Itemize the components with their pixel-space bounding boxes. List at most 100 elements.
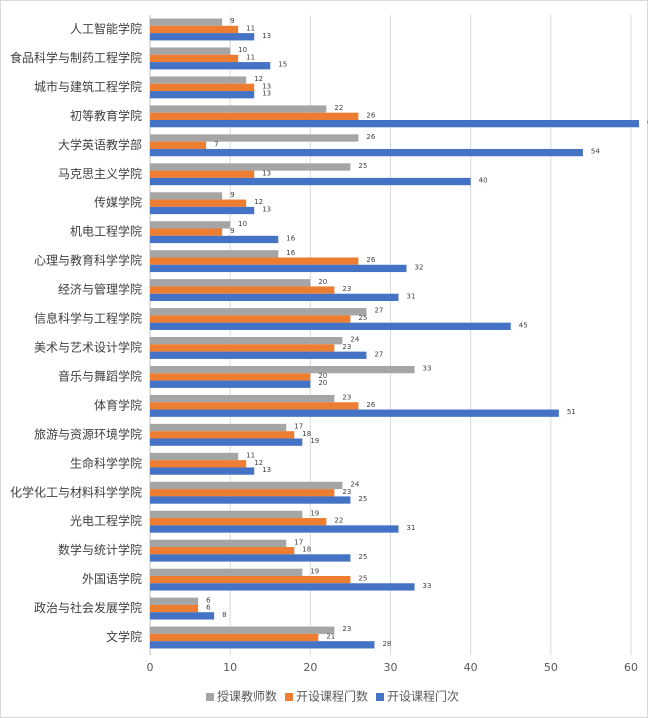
bar: [150, 641, 375, 649]
data-label: 33: [423, 582, 432, 590]
bar: [150, 525, 399, 533]
y-tick-label: 生命科学学院: [70, 455, 142, 470]
legend-label: 授课教师数: [217, 689, 277, 704]
bar: [150, 170, 255, 178]
bar: [150, 177, 471, 186]
data-label: 13: [262, 206, 271, 214]
bar: [150, 293, 399, 302]
data-label: 26: [366, 256, 375, 264]
data-label: 15: [278, 61, 287, 69]
data-label: 18: [302, 546, 311, 554]
data-label: 18: [302, 430, 311, 438]
bar: [150, 76, 247, 84]
bar: [150, 257, 359, 265]
bar: [150, 163, 351, 171]
data-label: 25: [358, 314, 367, 322]
bar: [150, 315, 351, 323]
data-label: 6: [206, 604, 211, 612]
x-tick-label: 40: [464, 661, 478, 674]
bar: [150, 489, 335, 497]
data-label: 12: [254, 459, 263, 467]
data-label: 9: [230, 227, 234, 235]
x-tick-label: 0: [147, 661, 154, 674]
bar: [150, 575, 351, 584]
bar: [150, 264, 407, 273]
bar: [150, 633, 319, 642]
bar: [150, 373, 311, 381]
bar: [150, 539, 287, 548]
data-label: 12: [254, 198, 263, 206]
bar: [150, 33, 255, 41]
data-label: 40: [479, 177, 488, 185]
y-tick-label: 化学化工与材料科学学院: [10, 484, 142, 499]
bar: [150, 308, 367, 316]
y-tick-label: 马克思主义学院: [58, 166, 142, 181]
bar: [150, 423, 287, 432]
data-label: 11: [246, 53, 255, 61]
data-label: 11: [246, 24, 255, 32]
bar: [150, 279, 311, 287]
bar: [150, 344, 335, 352]
data-label: 25: [358, 553, 367, 561]
bar: [150, 119, 640, 128]
data-label: 11: [246, 451, 255, 459]
data-label: 22: [334, 517, 343, 525]
bar: [150, 365, 415, 374]
y-tick-label: 经济与管理学院: [58, 282, 142, 297]
bar: [150, 626, 335, 634]
data-label: 32: [415, 263, 424, 271]
y-tick-label: 人工智能学院: [70, 21, 142, 36]
bar: [150, 409, 559, 417]
bar: [150, 351, 367, 359]
data-label: 13: [262, 82, 271, 90]
data-label: 12: [254, 75, 263, 83]
y-tick-label: 外国语学院: [82, 571, 142, 586]
x-tick-label: 50: [544, 661, 558, 674]
bar: [150, 235, 279, 244]
data-label: 25: [358, 575, 367, 583]
data-label: 31: [407, 524, 416, 532]
x-tick-label: 60: [624, 661, 638, 674]
data-label: 20: [318, 372, 327, 380]
bar: [150, 452, 239, 461]
bar: [150, 286, 335, 294]
bar: [150, 199, 247, 207]
legend-label: 开设课程门数: [296, 689, 368, 704]
bar: [150, 47, 231, 55]
bar: [150, 148, 583, 157]
y-tick-label: 初等教育学院: [70, 108, 142, 123]
bar: [150, 105, 327, 113]
y-tick-label: 体育学院: [94, 397, 142, 412]
bar: [150, 206, 255, 215]
data-label: 24: [350, 480, 359, 488]
y-tick-label: 传媒学院: [94, 195, 142, 210]
data-label: 23: [342, 488, 351, 496]
data-label: 16: [286, 234, 295, 242]
y-tick-label: 音乐与舞蹈学院: [58, 368, 142, 383]
data-label: 6: [206, 596, 211, 604]
bar: [150, 496, 351, 504]
data-label: 27: [374, 307, 383, 315]
bar: [150, 112, 359, 120]
bar: [150, 394, 335, 403]
bar: [150, 460, 247, 468]
data-label: 20: [318, 278, 327, 286]
y-tick-label: 政治与社会发展学院: [34, 600, 142, 615]
bar: [150, 337, 343, 345]
bar: [150, 510, 303, 519]
y-tick-label: 食品科学与制药工程学院: [10, 50, 142, 65]
legend-label: 开设课程门次: [387, 689, 459, 704]
data-label: 23: [342, 343, 351, 351]
y-tick-label: 数学与统计学院: [58, 542, 142, 557]
bar: [150, 134, 359, 142]
y-tick-label: 文学院: [106, 629, 142, 644]
data-label: 21: [326, 633, 335, 641]
y-tick-label: 机电工程学院: [70, 224, 142, 239]
data-label: 19: [310, 509, 319, 517]
bar: [150, 554, 351, 562]
bar: [150, 431, 295, 439]
y-tick-label: 信息科学与工程学院: [34, 311, 142, 326]
data-label: 23: [342, 625, 351, 633]
x-tick-label: 30: [384, 661, 398, 674]
